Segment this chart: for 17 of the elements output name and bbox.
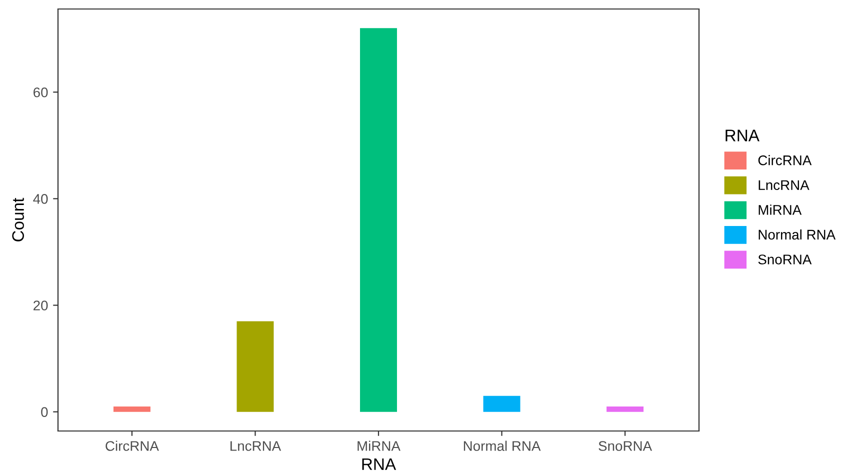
y-tick-label: 20 (34, 300, 48, 310)
y-tick-label: 0 (41, 407, 48, 417)
legend-title: RNA (726, 130, 760, 142)
x-tick-label: MiRNA (358, 440, 400, 451)
x-tick-label: SnoRNA (598, 441, 652, 451)
x-tick-label: CircRNA (106, 440, 159, 451)
y-axis-title: Count (12, 198, 24, 242)
x-tick-label: Normal RNA (464, 440, 541, 451)
legend-label: CircRNA (758, 155, 812, 166)
legend-label: LncRNA (758, 180, 810, 190)
x-tick-label: LncRNA (230, 441, 282, 451)
legend-label: Normal RNA (758, 229, 836, 240)
legend-label: SnoRNA (758, 254, 812, 264)
x-axis-title: RNA (362, 458, 396, 470)
y-tick-label: 40 (33, 194, 48, 204)
legend-label: MiRNA (758, 204, 802, 215)
y-tick-label: 60 (34, 87, 48, 98)
